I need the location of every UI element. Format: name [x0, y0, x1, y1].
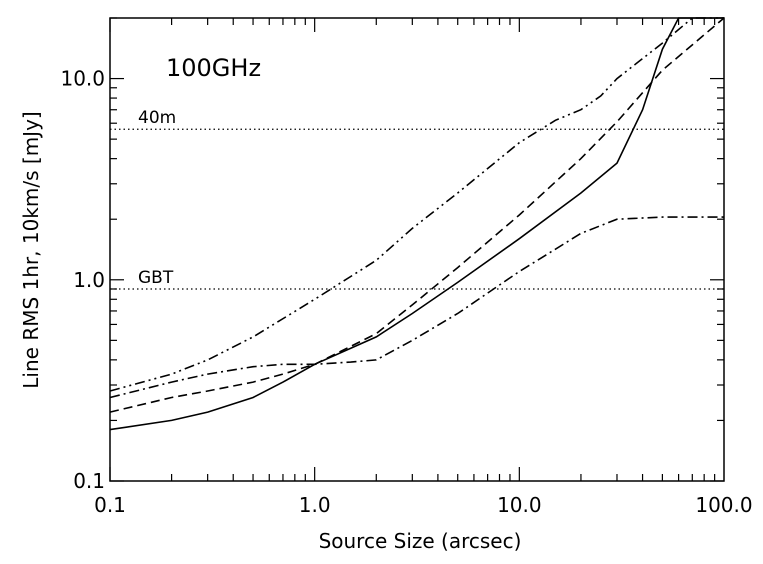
reference-label-gbt: GBT	[138, 268, 174, 288]
series-line-dash-dot-dot	[109, 17, 724, 392]
series-lines	[109, 17, 725, 431]
plot-frame	[109, 17, 725, 482]
x-tick-label: 1.0	[299, 493, 331, 517]
chart-title: 100GHz	[166, 54, 261, 82]
x-axis-label: Source Size (arcsec)	[319, 529, 522, 553]
y-tick-label: 1.0	[73, 268, 105, 292]
y-tick-label: 0.1	[73, 469, 105, 493]
x-tick-label: 0.1	[94, 493, 126, 517]
reference-lines: 40m GBT	[110, 108, 724, 290]
reference-label-40m: 40m	[138, 108, 176, 128]
series-line-dashed	[109, 17, 725, 413]
y-tick-label: 10.0	[60, 67, 105, 91]
series-line-solid	[109, 17, 724, 431]
tick-labels: 0.1 1.0 10.0 100.0 0.1 1.0 10.0	[60, 67, 752, 517]
x-tick-label: 100.0	[695, 493, 752, 517]
axis-ticks	[109, 17, 724, 482]
y-axis-label: Line RMS 1hr, 10km/s [mJy]	[19, 111, 43, 388]
series-line-dash-dot	[109, 216, 724, 399]
x-tick-label: 10.0	[497, 493, 542, 517]
